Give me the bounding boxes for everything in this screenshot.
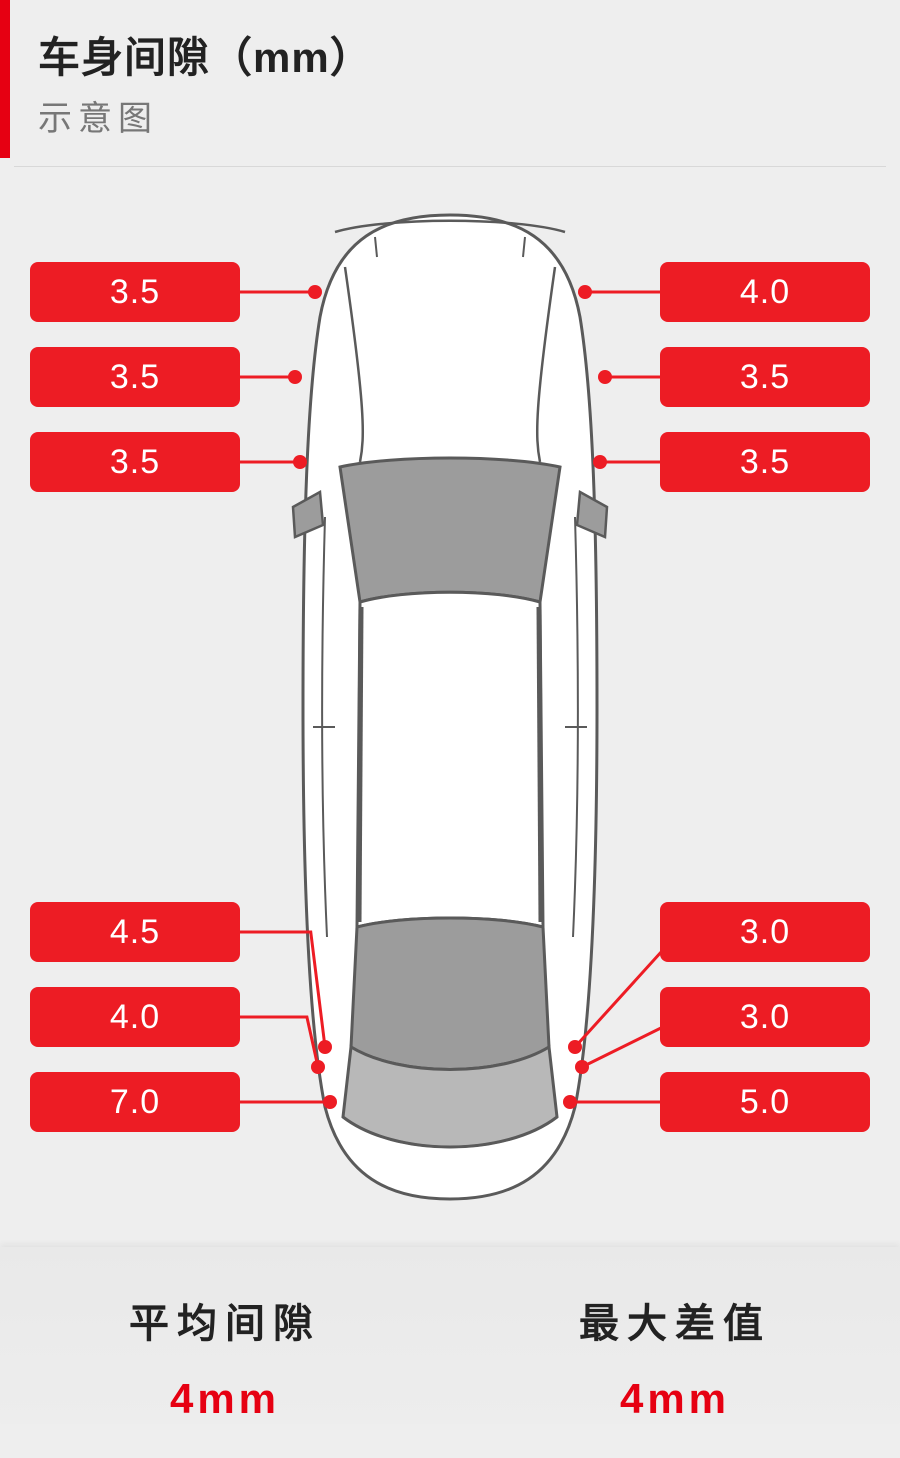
gap-badge-right-0: 4.0 xyxy=(660,262,870,322)
car-topview-icon xyxy=(265,207,635,1207)
header: 车身间隙（mm） 示意图 xyxy=(0,0,900,158)
summary-row: 平均间隙 4mm 最大差值 4mm xyxy=(0,1247,900,1423)
gap-badge-right-4: 3.0 xyxy=(660,987,870,1047)
gap-badge-right-2: 3.5 xyxy=(660,432,870,492)
gap-badge-right-3: 3.0 xyxy=(660,902,870,962)
gap-badge-left-2: 3.5 xyxy=(30,432,240,492)
summary-average: 平均间隙 4mm xyxy=(0,1291,450,1423)
gap-badge-left-1: 3.5 xyxy=(30,347,240,407)
maxdiff-value: 4mm xyxy=(450,1375,900,1423)
average-value: 4mm xyxy=(0,1375,450,1423)
gap-badge-right-1: 3.5 xyxy=(660,347,870,407)
gap-diagram: 3.5 3.5 3.5 4.5 4.0 7.0 4.0 3.5 3.5 3.0 3.0 5.0 xyxy=(0,167,900,1247)
gap-badge-left-3: 4.5 xyxy=(30,902,240,962)
page-subtitle: 示意图 xyxy=(10,91,900,140)
gap-badge-left-5: 7.0 xyxy=(30,1072,240,1132)
maxdiff-label: 最大差值 xyxy=(450,1291,900,1349)
gap-badge-right-5: 5.0 xyxy=(660,1072,870,1132)
average-label: 平均间隙 xyxy=(0,1291,450,1349)
summary-maxdiff: 最大差值 4mm xyxy=(450,1291,900,1423)
gap-badge-left-4: 4.0 xyxy=(30,987,240,1047)
gap-badge-left-0: 3.5 xyxy=(30,262,240,322)
page-title: 车身间隙（mm） xyxy=(10,24,900,85)
